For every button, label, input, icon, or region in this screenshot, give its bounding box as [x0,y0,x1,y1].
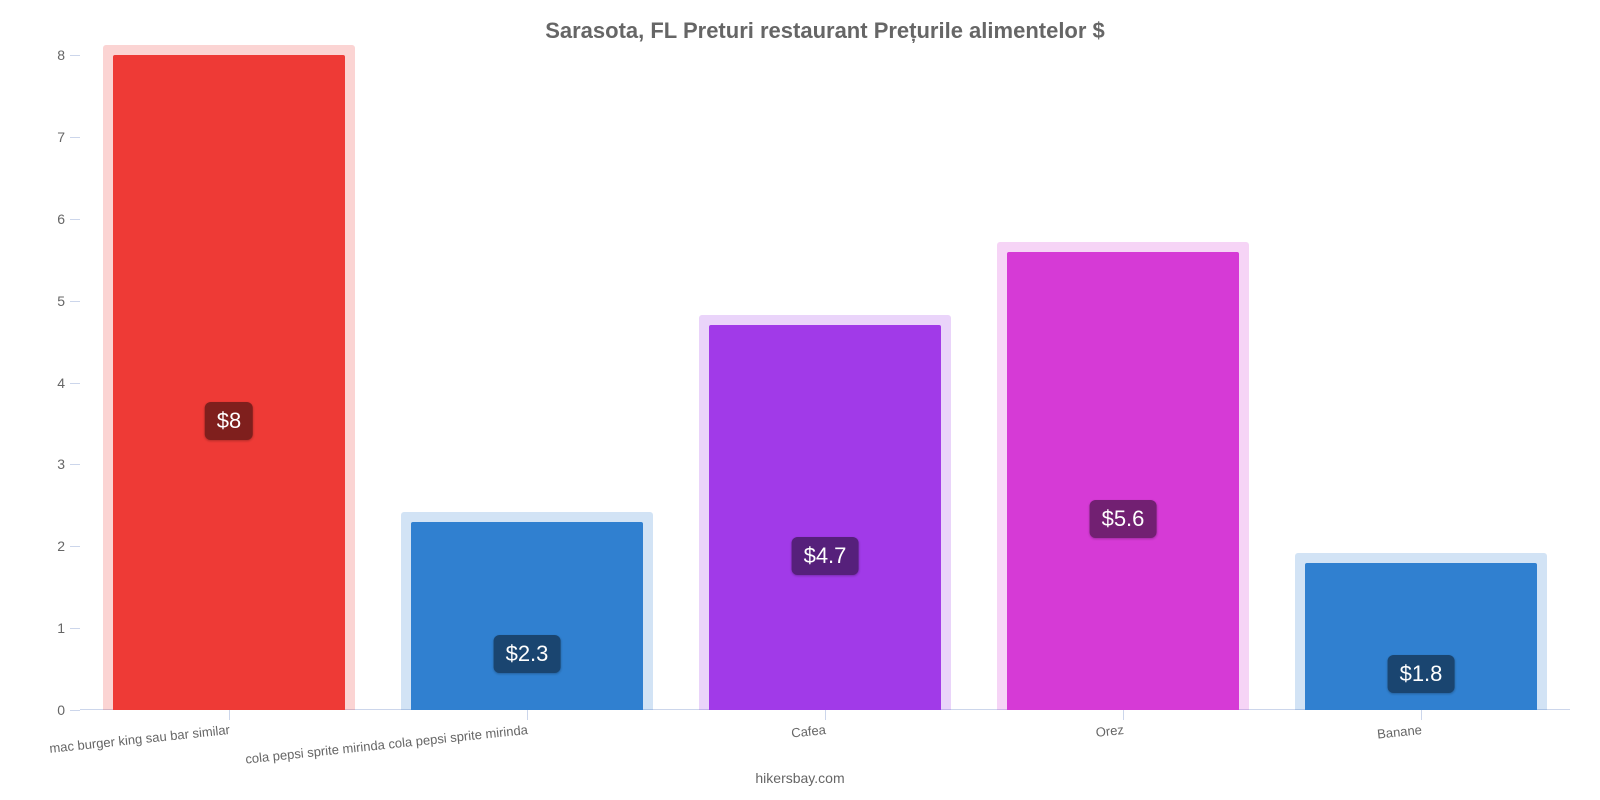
bar-value-label: $8 [205,402,253,440]
x-tick [1123,710,1124,720]
y-tick-label: 5 [25,293,65,309]
y-tick [70,710,80,711]
bar-value-label: $4.7 [792,537,859,575]
x-tick-label: mac burger king sau bar similar [49,722,231,756]
y-tick [70,628,80,629]
x-tick [1421,710,1422,720]
y-tick [70,301,80,302]
y-tick [70,464,80,465]
y-tick [70,546,80,547]
y-tick-label: 4 [25,375,65,391]
x-tick [527,710,528,720]
y-tick-label: 6 [25,211,65,227]
x-tick-label: Orez [1095,722,1125,740]
x-tick-label: Banane [1376,722,1422,742]
y-tick [70,137,80,138]
y-tick [70,383,80,384]
bar [1007,252,1239,711]
x-tick-label: Cafea [790,722,826,741]
x-tick [825,710,826,720]
y-tick [70,219,80,220]
chart-footer: hikersbay.com [0,770,1600,786]
x-tick-label: cola pepsi sprite mirinda cola pepsi spr… [245,722,529,767]
bar [709,325,941,710]
y-tick [70,55,80,56]
plot-area: 012345678$8mac burger king sau bar simil… [80,55,1570,710]
price-chart: Sarasota, FL Preturi restaurant Prețuril… [0,0,1600,800]
bar [113,55,345,710]
y-tick-label: 3 [25,456,65,472]
bar-value-label: $2.3 [494,635,561,673]
y-tick-label: 0 [25,702,65,718]
bar-value-label: $5.6 [1090,500,1157,538]
bar [411,522,643,710]
y-tick-label: 1 [25,620,65,636]
x-tick [229,710,230,720]
y-tick-label: 7 [25,129,65,145]
bar-value-label: $1.8 [1388,655,1455,693]
y-tick-label: 8 [25,47,65,63]
y-tick-label: 2 [25,538,65,554]
